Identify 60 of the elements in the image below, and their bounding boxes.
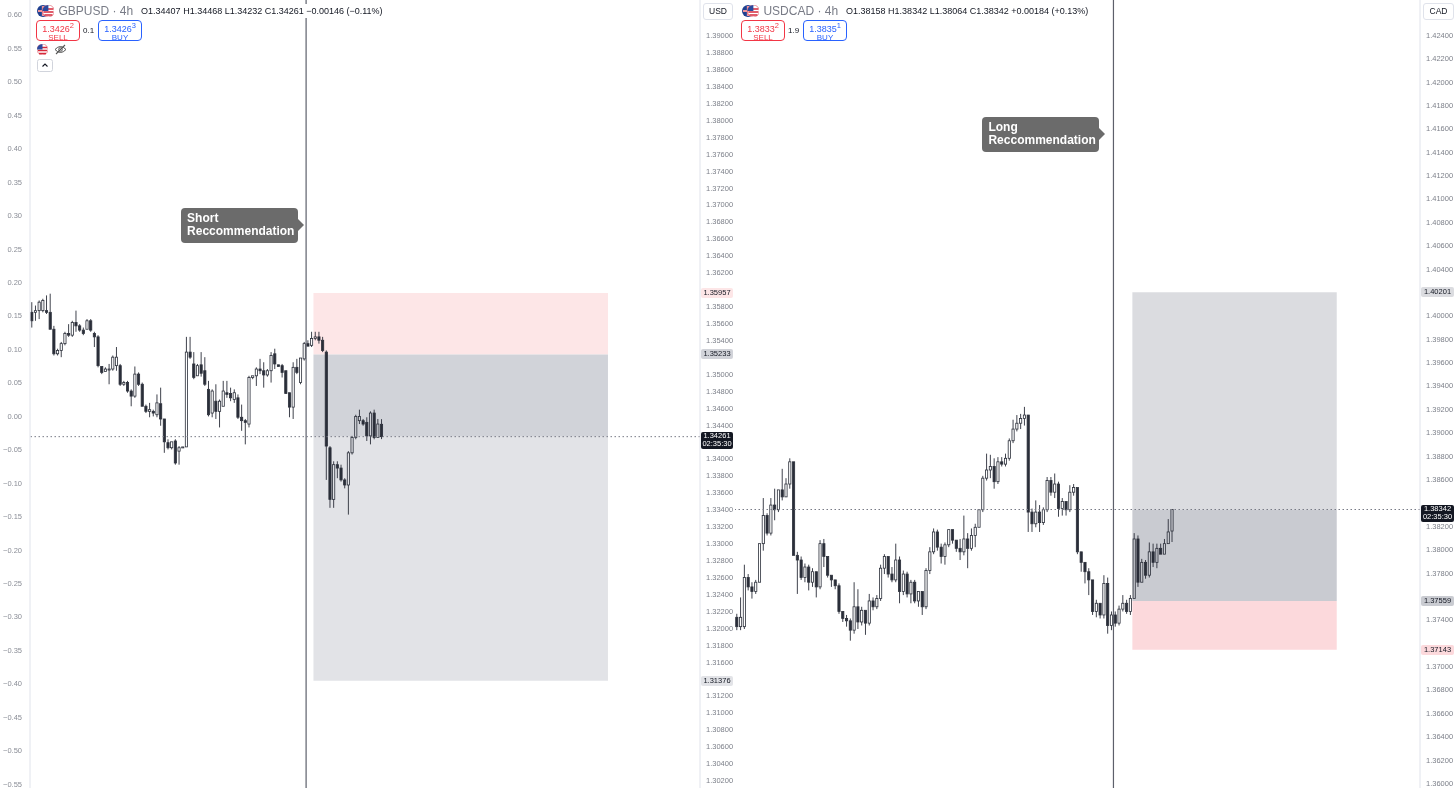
candlestick — [837, 582, 841, 615]
candlestick — [742, 564, 746, 630]
candlestick — [735, 613, 739, 631]
annotation: 1.3426$^{3}$ — [103, 21, 137, 34]
candlestick — [269, 351, 273, 384]
candlestick — [1038, 504, 1042, 533]
candlestick — [1113, 611, 1117, 628]
candlestick — [992, 457, 996, 490]
candlestick — [1170, 509, 1174, 543]
annotation: 1.3833$^{2}$ — [746, 21, 780, 34]
text: O1.34407 H1.34468 L1.34232 C1.34261 −0.00146 (−0.11%) — [141, 6, 383, 16]
candlestick — [1125, 599, 1129, 615]
candlestick — [810, 567, 814, 588]
candlestick — [30, 301, 34, 329]
text: O1.38158 H1.38342 L1.38064 C1.38342 +0.00184 (+0.13%) — [846, 6, 1089, 16]
candlestick — [1155, 543, 1159, 569]
y-axis-title: USD — [703, 3, 733, 20]
callout: Short Reccommendation — [181, 208, 305, 243]
annotation: 1.9 — [788, 26, 800, 35]
candlestick — [184, 336, 188, 448]
candlestick — [33, 305, 37, 322]
candlestick — [380, 418, 384, 440]
candlestick — [988, 454, 992, 479]
candlestick — [1056, 481, 1060, 518]
candlestick — [1019, 413, 1023, 430]
candlestick — [856, 588, 860, 630]
candlestick — [886, 556, 890, 578]
chart-title: USDCAD · 4h — [763, 4, 839, 18]
candlestick — [1034, 499, 1038, 528]
candlestick — [1147, 542, 1151, 578]
candlestick — [37, 300, 41, 320]
candlestick — [365, 416, 369, 442]
annotation: BUY — [815, 33, 835, 42]
candlestick — [845, 614, 849, 628]
buy-button: 1.3426$^{3}$ BUY — [98, 20, 142, 41]
annotation: SELL — [47, 33, 69, 42]
candlestick — [291, 361, 295, 420]
candlestick — [958, 538, 962, 561]
sell-button: 1.3833$^{2}$ SELL — [741, 20, 785, 41]
chart-title: GBPUSD · 4h — [58, 4, 134, 18]
candlestick — [996, 456, 1000, 485]
candlestick — [214, 383, 218, 420]
annotation: BUY — [110, 33, 130, 42]
candlestick — [1068, 484, 1072, 513]
callout: Long Reccommendation — [982, 117, 1106, 152]
annotation: 1.3426$^{2}$ — [41, 21, 75, 34]
candlestick — [951, 529, 955, 545]
candlestick — [803, 563, 807, 583]
annotation: SELL — [752, 33, 774, 42]
candlestick — [776, 489, 780, 513]
candlestick — [818, 539, 822, 590]
buy-button: 1.3835$^{1}$ BUY — [803, 20, 847, 41]
candlestick — [1106, 577, 1110, 635]
sell-button: 1.3426$^{2}$ SELL — [36, 20, 80, 41]
candlestick — [74, 310, 78, 333]
candlestick — [969, 528, 973, 552]
candlestick — [966, 532, 970, 569]
annotation: 0.1 — [83, 26, 95, 35]
annotation: 1.3835$^{1}$ — [808, 21, 842, 34]
y-axis-title: CAD — [1423, 3, 1454, 20]
